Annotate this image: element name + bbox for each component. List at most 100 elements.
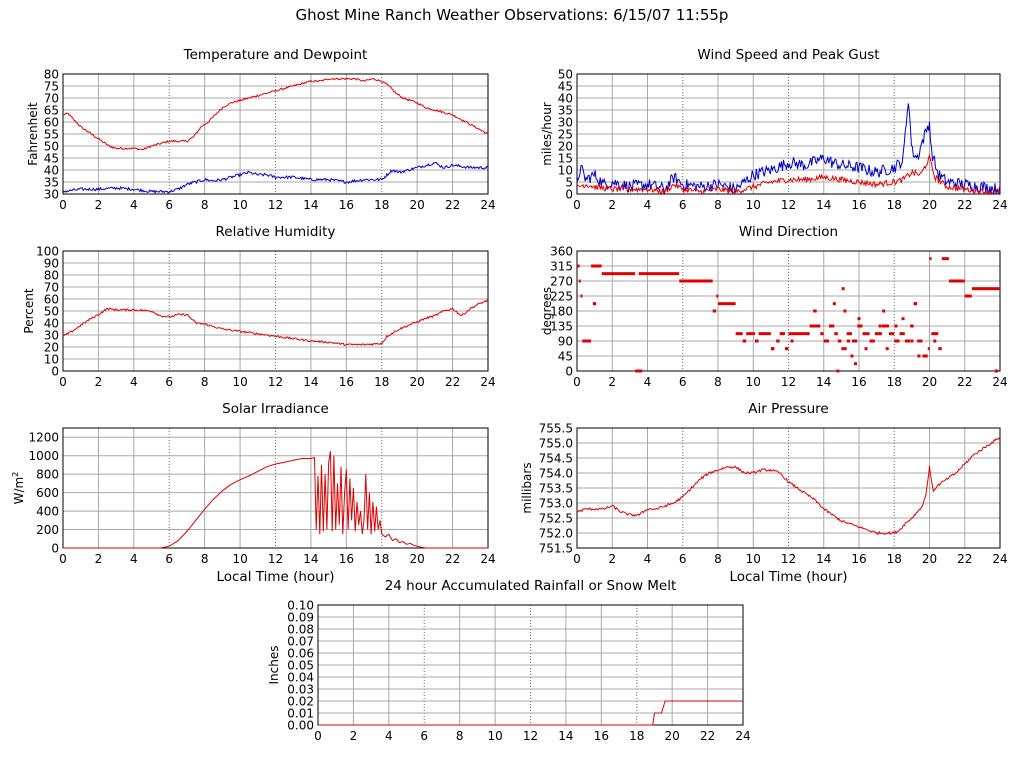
dir-direction-segment [834,332,838,336]
solar-title: Solar Irradiance [222,401,329,417]
rh-x-tick-label: 18 [374,375,389,389]
temp-x-tick-label: 18 [374,198,389,212]
temp-series-line-2 [62,161,489,194]
wind-x-tick-label: 20 [922,198,937,212]
rh-x-tick-label: 0 [59,375,67,389]
rain-y-axis-label: Inches [267,646,281,685]
temp-y-tick-label: 30 [44,188,59,202]
dir-y-tick-label: 135 [550,320,573,334]
rain-x-tick-label: 14 [558,729,573,743]
temp-y-axis-label: Fahrenheit [26,102,40,166]
pressure-x-tick-label: 2 [608,552,616,566]
wind-x-tick-label: 8 [714,198,722,212]
rain-x-tick-label: 0 [314,729,322,743]
temp-x-tick-label: 6 [165,198,173,212]
solar-x-tick-label: 2 [95,552,103,566]
temp-x-tick-label: 2 [95,198,103,212]
dir-direction-point [832,302,836,306]
wind-x-tick-label: 24 [992,198,1007,212]
pressure-x-tick-label: 10 [746,552,761,566]
temp-plot-frame [62,73,489,195]
solar-y-tick-label: 400 [36,505,59,519]
dir-y-tick-label: 225 [550,290,573,304]
dir-direction-segment [927,347,930,351]
temp-title: Temperature and Dewpoint [183,47,368,63]
wind-plot-frame [576,73,1001,195]
dir-x-tick-label: 10 [746,375,761,389]
solar-x-tick-label: 0 [59,552,67,566]
dir-direction-segment [582,339,592,343]
dir-direction-segment [948,279,965,283]
pressure-y-tick-label: 753.0 [539,497,573,511]
solar-x-tick-label: 4 [130,552,138,566]
wind-y-tick-label: 0 [565,188,573,202]
solar-x-tick-label: 20 [410,552,425,566]
rain-x-tick-label: 6 [420,729,428,743]
dir-x-tick-label: 4 [644,375,652,389]
dir-x-tick-label: 6 [679,375,687,389]
dir-direction-segment [941,257,949,261]
rh-x-tick-label: 24 [480,375,495,389]
solar-x-tick-label: 12 [268,552,283,566]
rh-x-tick-label: 6 [165,375,173,389]
temp-y-tick-label: 50 [44,140,59,154]
rain-y-tick-label: 0.04 [287,671,314,685]
wind-x-tick-label: 10 [746,198,761,212]
dir-direction-point [878,324,882,328]
wind-y-tick-label: 15 [558,152,573,166]
solar-y-tick-label: 600 [36,486,59,500]
pressure-x-tick-label: 20 [922,552,937,566]
rh-x-tick-label: 2 [95,375,103,389]
pressure-x-tick-label: 14 [816,552,831,566]
pressure-y-tick-label: 753.5 [539,482,573,496]
dir-x-tick-label: 0 [573,375,581,389]
rain-y-tick-label: 0.02 [287,695,314,709]
temp-x-tick-label: 8 [201,198,209,212]
dir-direction-point [841,287,845,291]
dir-direction-segment [758,332,771,336]
dir-direction-point [910,339,914,343]
dir-direction-segment [718,302,736,306]
pressure-x-tick-label: 22 [957,552,972,566]
rain-x-tick-label: 20 [665,729,680,743]
dir-y-tick-label: 360 [550,245,573,259]
rain-x-tick-label: 18 [629,729,644,743]
wind-y-axis-label: miles/hour [540,102,554,166]
dir-direction-segment [862,332,870,336]
wind-x-tick-label: 18 [887,198,902,212]
wind-x-tick-label: 22 [957,198,972,212]
solar-x-axis-label: Local Time (hour) [216,569,334,585]
solar-x-tick-label: 6 [165,552,173,566]
temp-y-tick-label: 70 [44,92,59,106]
dir-direction-segment [779,332,785,336]
dir-direction-segment [679,279,713,283]
pressure-y-tick-label: 751.5 [539,542,573,556]
temp-series-line-1 [62,77,489,151]
dir-direction-point [836,369,840,373]
pressure-y-tick-label: 754.5 [539,452,573,466]
wind-y-tick-label: 40 [558,92,573,106]
dir-y-tick-label: 270 [550,275,573,289]
pressure-x-tick-label: 12 [781,552,796,566]
dir-direction-point [857,317,861,321]
solar-x-tick-label: 8 [201,552,209,566]
rain-y-tick-label: 0.01 [287,707,314,721]
rain-title: 24 hour Accumulated Rainfall or Snow Mel… [385,578,677,594]
dir-x-tick-label: 12 [781,375,796,389]
rain-x-tick-label: 8 [456,729,464,743]
rh-x-tick-label: 16 [339,375,354,389]
dir-y-tick-label: 90 [558,335,573,349]
dir-y-tick-label: 315 [550,260,573,274]
rain-y-tick-label: 0.08 [287,623,314,637]
dir-title: Wind Direction [739,224,838,240]
solar-x-tick-label: 16 [339,552,354,566]
solar-y-tick-label: 1200 [28,431,59,445]
rh-y-tick-label: 60 [44,293,59,307]
rh-x-tick-label: 22 [445,375,460,389]
rh-y-tick-label: 40 [44,317,59,331]
dir-direction-segment [829,324,835,328]
rh-x-tick-label: 8 [201,375,209,389]
rain-series-line-1 [318,700,743,726]
